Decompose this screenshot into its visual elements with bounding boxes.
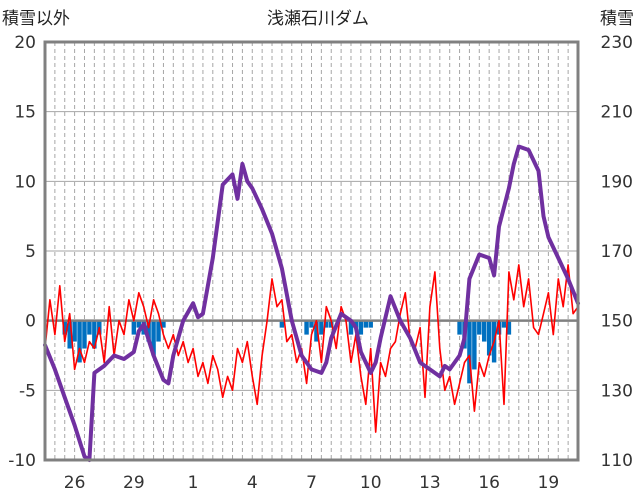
precip-bar — [131, 320, 137, 335]
precip-bar — [82, 320, 87, 349]
grid — [45, 42, 578, 460]
y-right-tick-label: 190 — [601, 172, 633, 192]
precip-bar — [161, 320, 166, 328]
precip-bar — [486, 320, 492, 356]
precip-bar — [368, 320, 373, 328]
precip-bar — [467, 320, 472, 384]
y-left-tick-label: 5 — [25, 242, 36, 262]
y-right-tick-label: 170 — [601, 242, 633, 262]
y-left-tick-label: 15 — [14, 103, 36, 123]
precip-bar — [348, 320, 354, 335]
precip-bar — [319, 320, 324, 335]
precip-bar — [136, 320, 141, 328]
temperature-line-group — [44, 264, 579, 433]
x-tick-label: 10 — [360, 473, 382, 493]
snow-depth-line-group — [43, 144, 580, 462]
precip-bar — [482, 320, 487, 342]
precip-bar — [156, 320, 161, 342]
precip-bar — [304, 320, 309, 335]
precip-bar — [62, 320, 67, 335]
precip-bar — [151, 320, 156, 356]
precip-bar — [77, 320, 82, 363]
temperature-line — [44, 264, 579, 433]
y-left-tick-label: -5 — [19, 381, 36, 401]
y-left-ticks: 20 15 10 5 0 -5 -10 — [8, 33, 36, 471]
precip-bar — [506, 320, 512, 335]
x-tick-label: 19 — [538, 473, 560, 493]
x-tick-label: 4 — [247, 473, 258, 493]
precip-bar — [353, 320, 359, 328]
x-tick-label: 29 — [123, 473, 145, 493]
y-right-tick-label: 110 — [601, 451, 633, 471]
precip-bar — [457, 320, 462, 335]
y-left-tick-label: -10 — [8, 451, 36, 471]
y-left-tick-label: 0 — [25, 312, 36, 332]
y-right-tick-label: 210 — [601, 103, 633, 123]
plot-frame — [43, 40, 580, 462]
y-right-tick-label: 130 — [601, 381, 633, 401]
x-tick-label: 7 — [306, 473, 317, 493]
precip-bar — [358, 320, 364, 335]
y-left-tick-label: 20 — [14, 33, 36, 53]
y-right-tick-label: 150 — [601, 312, 633, 332]
x-tick-label: 26 — [64, 473, 86, 493]
precip-bar — [92, 320, 97, 349]
y-right-tick-label: 230 — [601, 33, 633, 53]
x-tick-label: 1 — [188, 473, 199, 493]
precip-bar — [309, 320, 314, 328]
precip-bar — [472, 320, 477, 370]
chart-title: 浅瀬石川ダム — [267, 9, 369, 29]
precip-bar — [279, 320, 285, 328]
precip-bar — [72, 320, 77, 342]
precip-bar — [501, 320, 507, 328]
y-left-axis-label: 積雪以外 — [2, 9, 70, 29]
precip-bar — [477, 320, 482, 335]
precip-bar — [314, 320, 319, 342]
precip-bar — [363, 320, 369, 328]
y-right-axis-label: 積雪 — [600, 9, 634, 29]
snow-depth-line — [43, 144, 580, 462]
precip-bar — [87, 320, 92, 335]
x-ticks: 26 29 1 4 7 10 13 16 19 — [64, 473, 559, 493]
precip-bar — [146, 320, 151, 342]
precip-bar — [67, 320, 72, 349]
precip-bar — [324, 320, 329, 328]
x-tick-label: 13 — [419, 473, 441, 493]
x-tick-label: 16 — [478, 473, 500, 493]
y-right-ticks: 230 210 190 170 150 130 110 — [601, 33, 633, 471]
y-left-tick-label: 10 — [14, 172, 36, 192]
